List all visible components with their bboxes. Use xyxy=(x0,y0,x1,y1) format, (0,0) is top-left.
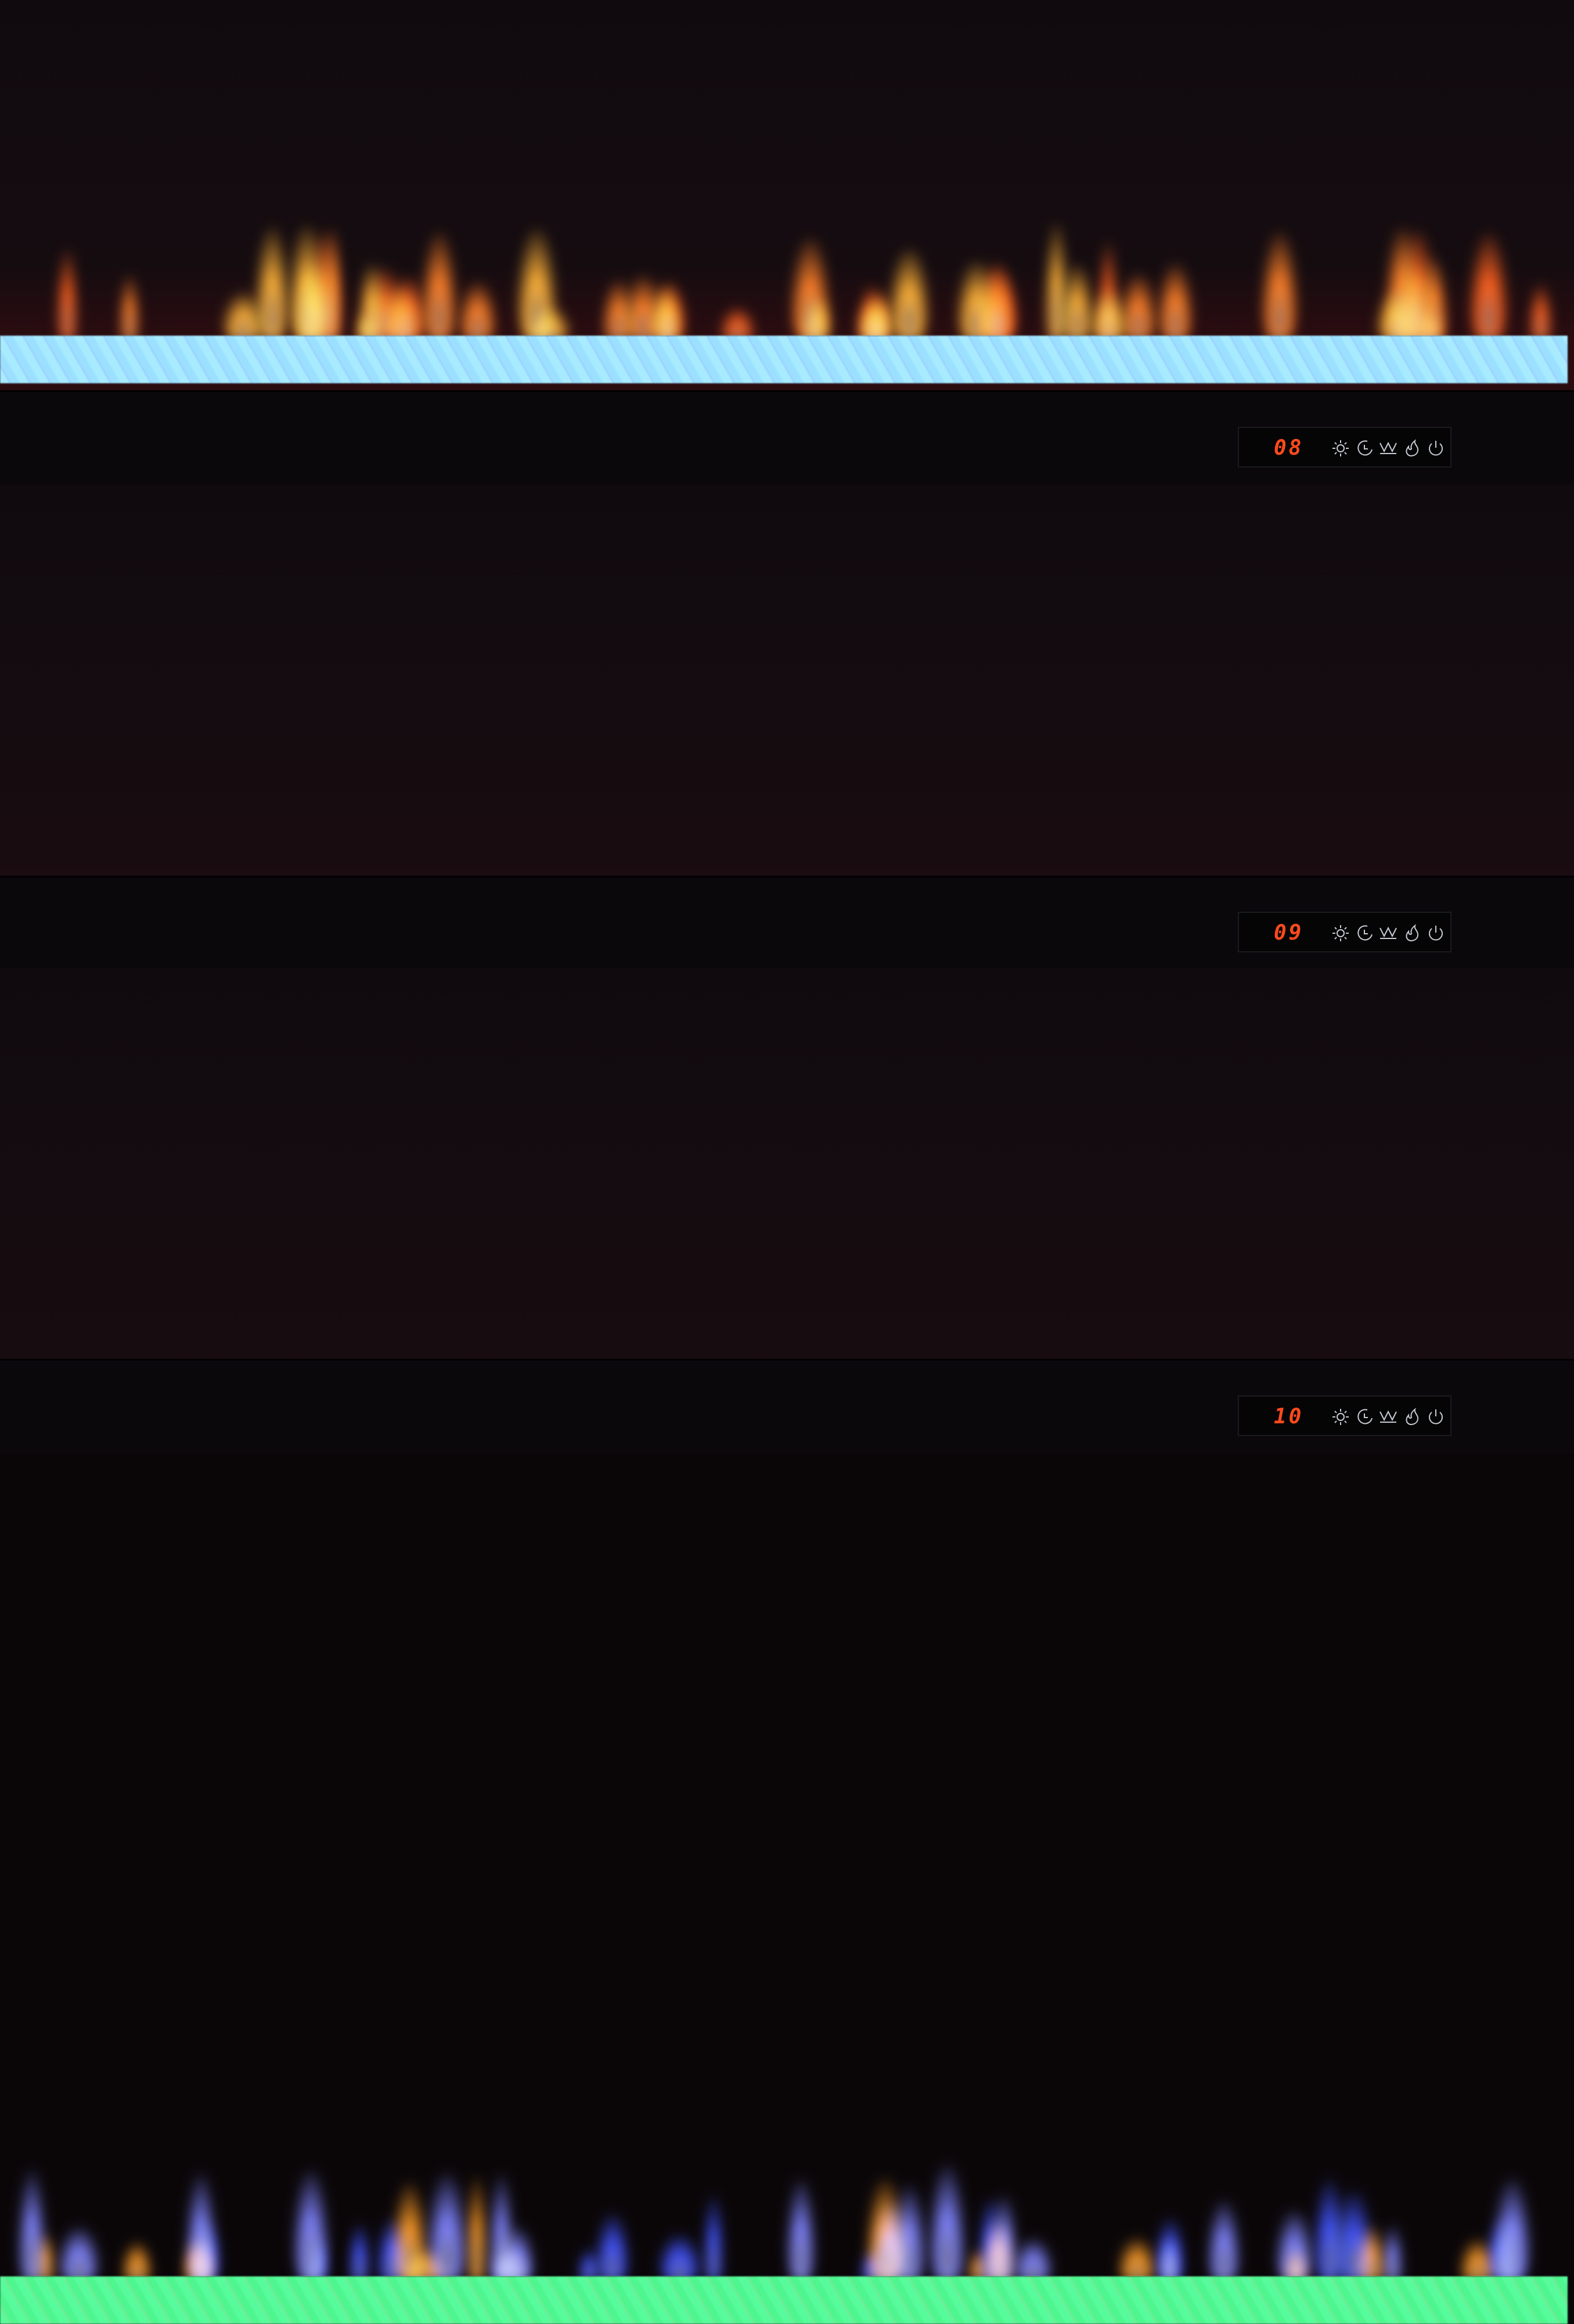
power-icon[interactable] xyxy=(1426,438,1446,458)
flame xyxy=(928,2164,966,2276)
control-panel: 10 xyxy=(1238,1395,1451,1436)
flame xyxy=(802,297,832,336)
flame xyxy=(892,2185,926,2276)
flame xyxy=(1260,231,1299,336)
flame xyxy=(1155,2217,1186,2276)
flame xyxy=(858,300,892,336)
flame xyxy=(1385,226,1419,336)
fireplace-panel: 10 xyxy=(0,969,1574,2324)
flame xyxy=(1013,2237,1053,2276)
timer-icon[interactable] xyxy=(1355,438,1374,458)
led-display: 10 xyxy=(1274,1405,1304,1429)
flame xyxy=(426,2172,469,2276)
brightness-icon[interactable] xyxy=(1331,438,1350,458)
crystal-bed xyxy=(0,2276,1568,2324)
heater-icon[interactable] xyxy=(1378,438,1398,458)
flame xyxy=(1468,232,1509,336)
flame xyxy=(704,2194,724,2276)
flame xyxy=(786,2178,816,2276)
flame xyxy=(287,224,326,336)
flame xyxy=(307,2234,328,2276)
timer-icon[interactable] xyxy=(1355,1407,1374,1427)
flame xyxy=(348,2223,370,2276)
power-icon[interactable] xyxy=(1426,923,1446,943)
flame xyxy=(1414,309,1445,336)
flame xyxy=(529,307,571,336)
flame xyxy=(466,2175,487,2276)
flame xyxy=(499,2226,535,2276)
flame xyxy=(366,267,404,336)
flame xyxy=(888,248,930,336)
flame xyxy=(1313,2178,1346,2276)
fireplace-panel: 08 xyxy=(0,0,1574,487)
flame xyxy=(1207,2199,1241,2276)
flame xyxy=(222,292,266,336)
brightness-icon[interactable] xyxy=(1331,1407,1350,1427)
heater-icon[interactable] xyxy=(1378,923,1398,943)
flame xyxy=(1382,2224,1403,2276)
power-icon[interactable] xyxy=(1426,1407,1446,1427)
flame xyxy=(35,2231,55,2276)
flame xyxy=(1275,2210,1314,2276)
flame xyxy=(185,2172,216,2276)
flame xyxy=(1098,240,1118,336)
flame xyxy=(595,2213,630,2276)
flame xyxy=(391,2181,428,2276)
flame xyxy=(1119,273,1157,336)
flame xyxy=(956,260,997,336)
flame xyxy=(658,2234,701,2276)
flame xyxy=(1529,283,1553,336)
brightness-icon[interactable] xyxy=(1331,923,1350,943)
led-display: 09 xyxy=(1274,921,1304,945)
heater-icon[interactable] xyxy=(1378,1407,1398,1427)
flame-icon[interactable] xyxy=(1402,438,1422,458)
flame xyxy=(57,248,78,336)
flame xyxy=(719,307,756,336)
flame xyxy=(990,2194,1017,2276)
control-panel: 09 xyxy=(1238,912,1451,952)
flame-icon[interactable] xyxy=(1402,923,1422,943)
flame xyxy=(57,2226,100,2276)
flame xyxy=(1045,222,1068,336)
flame xyxy=(650,281,687,336)
flame xyxy=(1493,2177,1532,2276)
flame xyxy=(1118,2237,1157,2276)
flame xyxy=(121,2242,152,2276)
flame xyxy=(1157,262,1194,336)
crystal-bed xyxy=(0,336,1568,383)
control-panel: 08 xyxy=(1238,427,1451,467)
fireplace-panel: 09 xyxy=(0,485,1574,1358)
flame-icon[interactable] xyxy=(1402,1407,1422,1427)
flame xyxy=(458,281,498,336)
timer-icon[interactable] xyxy=(1355,923,1374,943)
led-display: 08 xyxy=(1274,436,1304,460)
flame xyxy=(120,274,139,336)
